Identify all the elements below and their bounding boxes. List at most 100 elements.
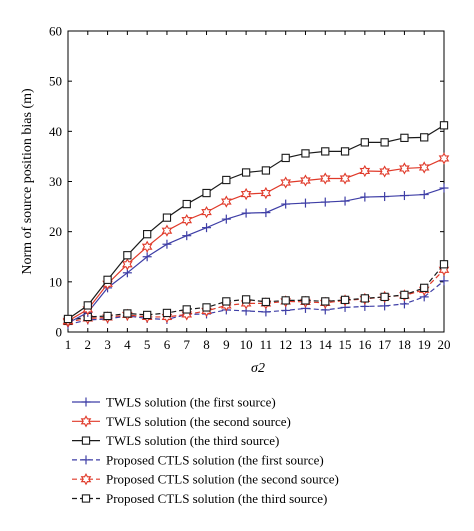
data-point	[161, 224, 173, 237]
y-tick-label: 0	[56, 325, 63, 340]
legend-label: TWLS solution (the first source)	[106, 395, 276, 410]
legend-label: TWLS solution (the second source)	[106, 414, 291, 429]
data-point	[261, 297, 271, 307]
series-3	[63, 121, 449, 324]
data-point	[340, 295, 350, 305]
series-line	[67, 124, 445, 320]
data-point	[123, 309, 132, 318]
legend-label: TWLS solution (the third source)	[106, 433, 279, 448]
data-point	[261, 166, 271, 175]
data-point	[142, 252, 152, 262]
legend-label: Proposed CTLS solution (the first source…	[106, 452, 324, 467]
series-1	[63, 183, 449, 328]
data-point	[340, 147, 350, 156]
data-point	[321, 147, 330, 156]
data-point	[220, 195, 232, 208]
data-point	[438, 263, 450, 276]
data-point	[181, 213, 193, 227]
data-point	[221, 214, 231, 224]
data-point	[143, 310, 152, 320]
y-tick-label: 30	[49, 174, 62, 189]
x-tick-label: 1	[65, 337, 72, 352]
data-point	[439, 183, 449, 193]
x-tick-label: 2	[85, 337, 92, 352]
x-tick-label: 20	[438, 337, 451, 352]
y-tick-label: 60	[49, 24, 62, 39]
data-point	[241, 168, 251, 177]
data-point	[241, 208, 251, 218]
data-point	[83, 301, 92, 310]
data-point	[280, 176, 292, 189]
legend-marker	[80, 473, 92, 486]
x-tick-label: 16	[358, 337, 372, 352]
data-point	[400, 133, 409, 143]
data-point	[281, 153, 290, 163]
data-point	[182, 231, 192, 241]
data-point	[182, 305, 191, 314]
data-point	[420, 133, 429, 142]
data-point	[380, 138, 389, 147]
x-tick-label: 9	[223, 337, 230, 352]
data-point	[439, 121, 449, 130]
data-point	[202, 188, 211, 198]
data-point	[439, 260, 449, 269]
data-point	[400, 290, 409, 300]
x-tick-label: 8	[203, 337, 210, 352]
data-point	[222, 175, 231, 185]
data-point	[321, 297, 330, 306]
data-point	[103, 275, 112, 284]
data-point	[143, 230, 152, 239]
legend-marker	[81, 455, 91, 465]
data-point	[123, 251, 132, 260]
data-point	[380, 192, 390, 202]
x-tick-label: 17	[378, 337, 392, 352]
data-point	[63, 314, 73, 324]
data-point	[241, 295, 251, 304]
data-point	[438, 152, 450, 165]
data-point	[261, 208, 271, 218]
data-point	[181, 308, 193, 321]
data-point	[380, 292, 389, 302]
data-point	[202, 303, 211, 312]
x-tick-label: 13	[299, 337, 312, 352]
data-point	[162, 239, 172, 249]
y-axis-title: Norm of source position bias (m)	[20, 88, 35, 275]
data-point	[419, 190, 429, 200]
y-tick-label: 50	[49, 74, 62, 89]
legend-item: Proposed CTLS solution (the third source…	[72, 491, 327, 506]
legend-label: Proposed CTLS solution (the second sourc…	[106, 472, 339, 487]
data-point	[300, 198, 310, 208]
series-2	[62, 152, 450, 328]
plot-frame	[67, 30, 445, 333]
data-point	[439, 276, 449, 286]
data-point	[320, 197, 330, 207]
data-point	[301, 296, 310, 305]
data-point	[281, 199, 291, 209]
legend-label: Proposed CTLS solution (the third source…	[106, 491, 327, 506]
legend-marker	[81, 436, 91, 445]
data-point	[240, 187, 252, 201]
data-point	[399, 191, 409, 201]
data-point	[122, 258, 133, 271]
data-point	[281, 296, 290, 305]
axes: 1 2 3 4 5 6 7 8 9 10 11 12 13 14 15 16 17 18 19 20010203040…	[20, 24, 451, 377]
legend-marker	[81, 494, 91, 503]
x-tick-label: 18	[398, 337, 411, 352]
legend-item: Proposed CTLS solution (the second sourc…	[72, 472, 339, 487]
x-tick-label: 15	[339, 337, 352, 352]
data-point	[301, 149, 310, 158]
data-point	[340, 196, 350, 206]
data-point	[162, 213, 172, 222]
legend-item: TWLS solution (the second source)	[72, 414, 291, 429]
legend-item: TWLS solution (the first source)	[72, 395, 276, 410]
legend-item: Proposed CTLS solution (the first source…	[72, 452, 324, 467]
data-point	[260, 186, 272, 200]
data-point	[182, 199, 191, 209]
data-point	[360, 138, 369, 147]
data-point	[141, 240, 153, 253]
x-tick-label: 10	[240, 337, 253, 352]
data-point	[103, 311, 112, 321]
x-tick-label: 7	[183, 337, 190, 352]
legend-marker	[80, 415, 92, 428]
